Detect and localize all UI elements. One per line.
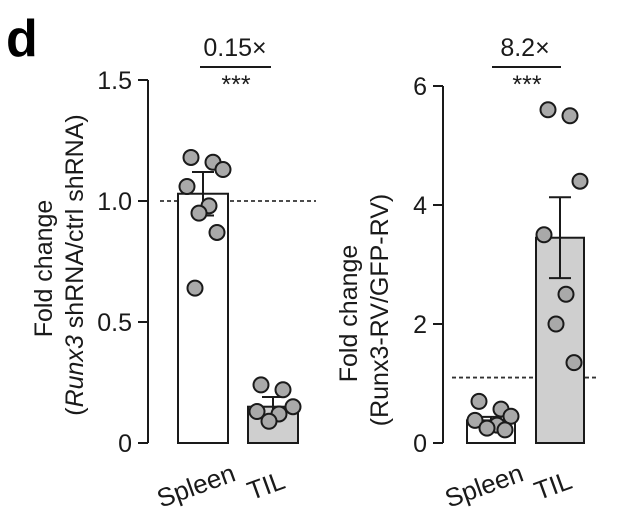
data-point (535, 226, 553, 244)
data-point (284, 398, 302, 416)
data-point (565, 354, 583, 372)
chart-left: Fold change (Runx3 shRNA/ctrl shRNA) 0 0.… (30, 34, 316, 513)
significance-stars-right: *** (512, 71, 541, 99)
data-point (561, 107, 579, 125)
y-tick-label: 6 (413, 73, 427, 101)
y-axis-ticks-left: 0 0.5 1.0 1.5 (97, 67, 148, 458)
y-axis-label-left-line2-open: ( (61, 407, 89, 416)
points-right (466, 101, 589, 439)
y-tick-label: 2 (413, 311, 427, 339)
category-label-til: TIL (530, 465, 576, 506)
y-axis-label-right: Fold change (Runx3-RV/GFP-RV) (335, 194, 394, 426)
data-point (260, 412, 278, 430)
fold-change-annotation-right: 8.2× (500, 34, 549, 62)
data-point (539, 101, 557, 119)
data-point (547, 315, 565, 333)
data-point (557, 285, 575, 303)
data-point (274, 381, 292, 399)
data-point (190, 204, 208, 222)
category-labels-left: Spleen TIL (153, 458, 289, 514)
y-axis-label-left-line2-rest: shRNA/ctrl shRNA) (61, 114, 89, 335)
significance-stars-left: *** (221, 71, 250, 99)
category-label-til: TIL (243, 465, 289, 506)
y-axis-label-right-line1: Fold change (335, 245, 363, 383)
data-point (571, 172, 589, 190)
y-tick-label: 1.5 (97, 67, 132, 95)
data-point (478, 419, 496, 437)
data-point (502, 407, 520, 425)
data-point (182, 148, 200, 166)
data-point (214, 161, 232, 179)
data-point (252, 376, 270, 394)
data-point (470, 392, 488, 410)
y-axis-label-left-line2-gene: Runx3 (61, 335, 89, 407)
points-left (178, 148, 302, 430)
data-point (496, 421, 514, 439)
y-axis-label-right-line2: (Runx3-RV/GFP-RV) (366, 194, 394, 426)
y-tick-label: 1.0 (97, 188, 132, 216)
y-axis-label-left: Fold change (Runx3 shRNA/ctrl shRNA) (30, 114, 89, 415)
y-tick-label: 0.5 (97, 309, 132, 337)
y-tick-label: 4 (413, 192, 427, 220)
data-point (208, 223, 226, 241)
fold-change-annotation-left: 0.15× (203, 34, 266, 62)
category-labels-right: Spleen TIL (441, 458, 576, 514)
panel-label: d (6, 10, 38, 68)
category-label-spleen: Spleen (441, 458, 527, 514)
y-tick-label: 0 (413, 430, 427, 458)
y-axis-label-left-line1: Fold change (30, 200, 58, 338)
data-point (186, 279, 204, 297)
data-point (248, 403, 266, 421)
chart-right: Fold change (Runx3-RV/GFP-RV) 0 2 4 6 Splee… (335, 34, 598, 513)
y-tick-label: 0 (118, 430, 132, 458)
y-axis-ticks-right: 0 2 4 6 (413, 73, 443, 458)
data-point (466, 411, 484, 429)
data-point (178, 177, 196, 195)
category-label-spleen: Spleen (153, 458, 239, 514)
